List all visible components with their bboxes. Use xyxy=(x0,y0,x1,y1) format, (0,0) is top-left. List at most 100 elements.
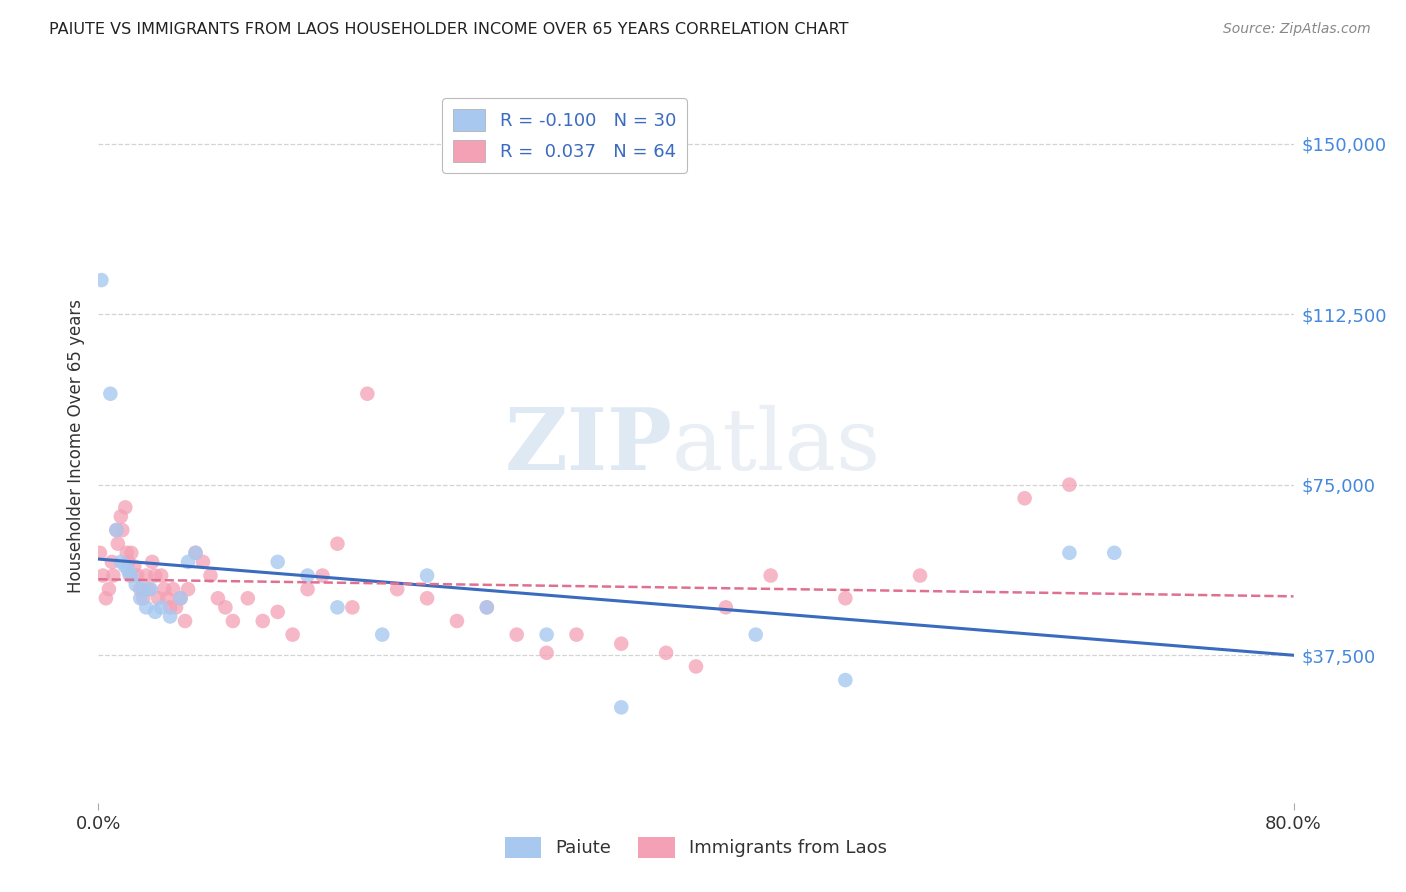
Point xyxy=(655,646,678,660)
Point xyxy=(908,568,931,582)
Point xyxy=(165,600,187,615)
Point xyxy=(110,555,132,569)
Text: Source: ZipAtlas.com: Source: ZipAtlas.com xyxy=(1223,22,1371,37)
Point xyxy=(184,546,207,560)
Point xyxy=(120,546,142,560)
Point xyxy=(311,568,333,582)
Point xyxy=(385,582,409,597)
Point xyxy=(1104,546,1126,560)
Point xyxy=(834,591,856,606)
Point xyxy=(127,568,149,582)
Point xyxy=(169,591,191,606)
Legend: Paiute, Immigrants from Laos: Paiute, Immigrants from Laos xyxy=(498,830,894,865)
Point xyxy=(97,582,120,597)
Point xyxy=(1059,477,1081,491)
Point xyxy=(105,523,128,537)
Point xyxy=(356,386,378,401)
Point xyxy=(114,559,136,574)
Point xyxy=(159,600,181,615)
Point xyxy=(129,582,152,597)
Point xyxy=(124,559,146,574)
Point xyxy=(117,555,139,569)
Point xyxy=(148,591,170,606)
Point xyxy=(281,627,304,641)
Point xyxy=(177,582,200,597)
Point xyxy=(118,568,141,582)
Point xyxy=(89,546,111,560)
Point xyxy=(1014,491,1036,506)
Point xyxy=(117,564,139,578)
Text: atlas: atlas xyxy=(672,404,882,488)
Point xyxy=(105,523,128,537)
Point xyxy=(236,591,259,606)
Point xyxy=(342,600,364,615)
Point xyxy=(1059,546,1081,560)
Point xyxy=(120,568,142,582)
Text: PAIUTE VS IMMIGRANTS FROM LAOS HOUSEHOLDER INCOME OVER 65 YEARS CORRELATION CHAR: PAIUTE VS IMMIGRANTS FROM LAOS HOUSEHOLD… xyxy=(49,22,849,37)
Point xyxy=(475,600,498,615)
Y-axis label: Householder Income Over 65 years: Householder Income Over 65 years xyxy=(66,299,84,593)
Point xyxy=(446,614,468,628)
Point xyxy=(610,637,633,651)
Point xyxy=(107,537,129,551)
Point xyxy=(138,582,160,597)
Point xyxy=(371,627,394,641)
Point xyxy=(129,591,152,606)
Point xyxy=(536,646,558,660)
Text: ZIP: ZIP xyxy=(505,404,672,488)
Point xyxy=(135,600,157,615)
Point xyxy=(159,609,181,624)
Point xyxy=(214,600,236,615)
Point xyxy=(150,568,173,582)
Point xyxy=(326,537,349,551)
Point xyxy=(610,700,633,714)
Point xyxy=(685,659,707,673)
Point xyxy=(111,523,134,537)
Point xyxy=(174,614,197,628)
Point xyxy=(745,627,768,641)
Point xyxy=(94,591,117,606)
Point xyxy=(475,600,498,615)
Point xyxy=(101,555,124,569)
Point xyxy=(162,582,184,597)
Point xyxy=(153,582,176,597)
Point xyxy=(141,555,163,569)
Point xyxy=(156,591,179,606)
Point xyxy=(191,555,214,569)
Point xyxy=(115,546,138,560)
Point xyxy=(207,591,229,606)
Point xyxy=(200,568,222,582)
Point xyxy=(416,591,439,606)
Point xyxy=(110,509,132,524)
Point xyxy=(90,273,112,287)
Point xyxy=(143,568,166,582)
Point xyxy=(143,605,166,619)
Point xyxy=(297,568,319,582)
Point xyxy=(132,582,155,597)
Point xyxy=(536,627,558,641)
Point xyxy=(135,568,157,582)
Point xyxy=(759,568,782,582)
Point xyxy=(184,546,207,560)
Point xyxy=(416,568,439,582)
Point xyxy=(132,591,155,606)
Point xyxy=(150,600,173,615)
Point xyxy=(834,673,856,687)
Point xyxy=(267,555,290,569)
Point xyxy=(565,627,588,641)
Point xyxy=(714,600,737,615)
Point xyxy=(252,614,274,628)
Point xyxy=(125,577,148,591)
Point xyxy=(267,605,290,619)
Point xyxy=(169,591,191,606)
Point xyxy=(114,500,136,515)
Point xyxy=(506,627,529,641)
Point xyxy=(222,614,245,628)
Point xyxy=(103,568,125,582)
Point xyxy=(177,555,200,569)
Point xyxy=(326,600,349,615)
Point xyxy=(139,582,162,597)
Point xyxy=(297,582,319,597)
Point xyxy=(91,568,114,582)
Point xyxy=(98,386,122,401)
